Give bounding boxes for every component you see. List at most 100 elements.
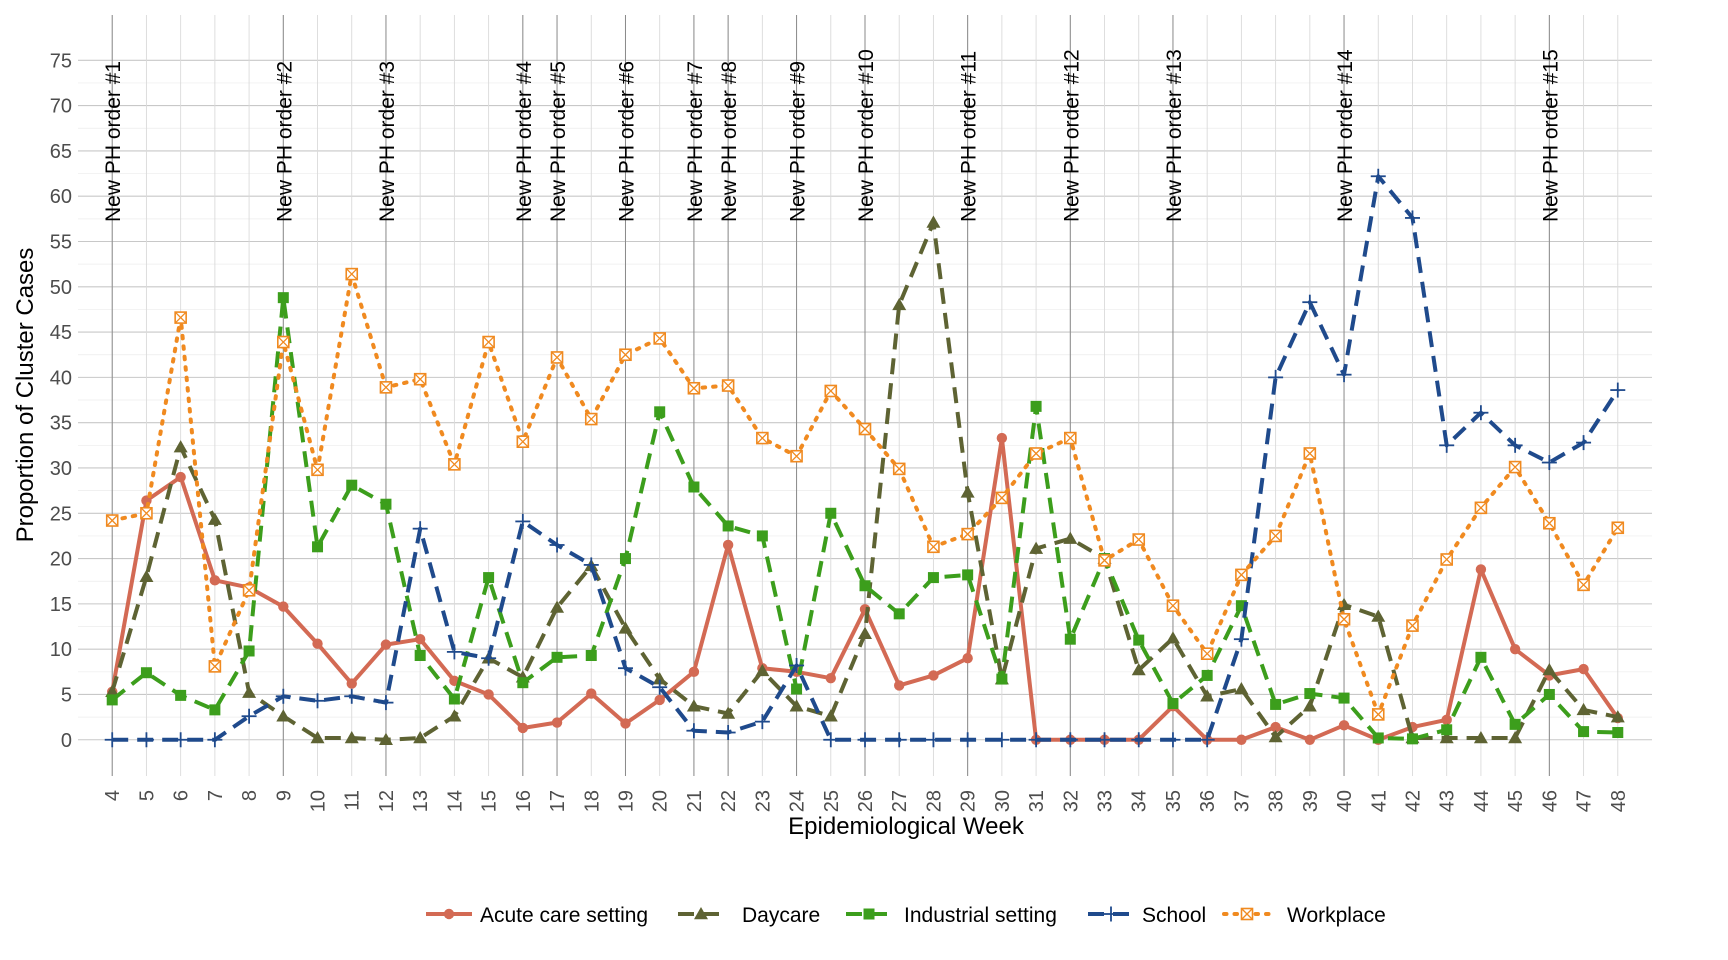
y-tick-label: 75 (50, 50, 72, 72)
data-point-acute-care-setting (1509, 643, 1521, 655)
data-point-school (1131, 732, 1147, 748)
data-point-acute-care-setting (1338, 720, 1350, 731)
data-point-daycare (1508, 730, 1523, 744)
data-point-workplace (1474, 501, 1488, 515)
x-tick-label: 11 (342, 790, 364, 811)
data-point-acute-care-setting (1578, 663, 1589, 675)
data-point-daycare (1131, 663, 1146, 676)
series-school (104, 168, 1626, 748)
legend-item-workplace: Workplace (1222, 904, 1386, 927)
data-point-acute-care-setting (996, 432, 1008, 444)
x-tick-label: 33 (1095, 790, 1117, 812)
data-point-school (241, 708, 257, 724)
data-point-school (173, 732, 189, 748)
y-tick-label: 15 (50, 594, 72, 616)
data-point-industrial-setting (517, 677, 529, 689)
data-point-daycare (1063, 531, 1078, 544)
data-point-acute-care-setting (414, 634, 426, 645)
data-point-workplace (721, 379, 735, 392)
data-point-school (1097, 732, 1113, 748)
legend-key-marker (443, 908, 455, 920)
data-point-industrial-setting (1441, 724, 1453, 736)
x-tick-label: 20 (650, 790, 672, 812)
data-point-industrial-setting (1612, 727, 1624, 739)
data-point-daycare (1371, 609, 1386, 622)
data-point-school (1370, 168, 1386, 184)
data-point-workplace (1200, 647, 1214, 660)
data-point-school (720, 725, 736, 741)
data-point-industrial-setting (1133, 634, 1145, 646)
data-series (104, 168, 1626, 748)
x-tick-label: 46 (1539, 790, 1561, 812)
data-point-industrial-setting (688, 481, 700, 493)
x-tick-label: 5 (136, 790, 158, 801)
y-tick-label: 25 (50, 503, 72, 525)
x-tick-label: 25 (821, 790, 843, 812)
x-tick-label: 22 (718, 790, 740, 812)
data-point-industrial-setting (1543, 688, 1555, 700)
data-point-industrial-setting (791, 683, 803, 695)
data-point-acute-care-setting (1441, 714, 1452, 726)
legend-label: Acute care setting (480, 904, 648, 927)
data-point-workplace (516, 435, 530, 449)
data-point-industrial-setting (893, 608, 905, 620)
legend-item-industrial-setting: Industrial setting (846, 904, 1057, 927)
data-point-daycare (242, 685, 257, 698)
data-point-acute-care-setting (722, 539, 734, 551)
data-point-daycare (960, 485, 975, 498)
data-point-daycare (755, 663, 770, 677)
x-tick-label: 12 (376, 790, 398, 812)
data-point-industrial-setting (346, 479, 358, 491)
data-point-industrial-setting (1475, 651, 1487, 663)
data-point-workplace (584, 412, 598, 426)
legend-item-acute-care-setting: Acute care setting (426, 904, 648, 927)
data-point-school (1610, 382, 1626, 398)
legend-label: Daycare (742, 904, 820, 927)
data-point-daycare (105, 684, 120, 697)
data-point-workplace (1303, 447, 1317, 460)
data-point-acute-care-setting (1475, 564, 1487, 575)
data-point-workplace (174, 311, 187, 324)
data-point-workplace (995, 491, 1009, 505)
data-point-school (344, 688, 360, 704)
x-tick-label: 26 (855, 790, 877, 812)
x-tick-label: 48 (1608, 790, 1630, 812)
data-point-workplace (413, 372, 427, 386)
x-tick-label: 9 (273, 790, 295, 801)
legend-item-school: School (1088, 904, 1206, 927)
x-tick-label: 42 (1402, 790, 1424, 812)
data-point-school (207, 732, 223, 748)
data-point-school (1268, 369, 1284, 385)
x-tick-label: 28 (923, 790, 945, 812)
data-point-workplace (687, 381, 701, 395)
data-point-daycare (1268, 730, 1283, 743)
data-point-industrial-setting (312, 541, 324, 553)
x-tick-label: 29 (958, 790, 980, 812)
data-point-workplace (1064, 431, 1077, 445)
data-point-daycare (789, 699, 804, 712)
series-acute-care-setting (107, 432, 1623, 745)
data-point-acute-care-setting (928, 670, 939, 681)
y-tick-label: 40 (50, 367, 72, 389)
data-point-acute-care-setting (962, 653, 973, 664)
data-point-school (1336, 367, 1352, 383)
axes: Epidemiological Week Proportion of Clust… (12, 50, 1630, 840)
data-point-industrial-setting (209, 704, 221, 716)
x-tick-label: 39 (1300, 790, 1322, 812)
y-tick-label: 60 (50, 186, 72, 208)
data-point-workplace (448, 458, 461, 471)
x-tick-label: 19 (615, 790, 637, 812)
x-tick-label: 27 (889, 790, 911, 812)
data-point-school (1233, 631, 1249, 647)
data-point-school (515, 513, 531, 529)
data-point-workplace (277, 335, 290, 349)
data-point-industrial-setting (1270, 698, 1282, 710)
data-point-school (138, 732, 154, 748)
data-point-school (446, 644, 462, 660)
y-tick-label: 65 (50, 141, 72, 163)
data-point-workplace (140, 506, 153, 520)
data-point-workplace (653, 332, 666, 345)
data-point-school (891, 732, 907, 748)
y-tick-label: 45 (50, 322, 72, 344)
data-point-workplace (1508, 460, 1522, 474)
